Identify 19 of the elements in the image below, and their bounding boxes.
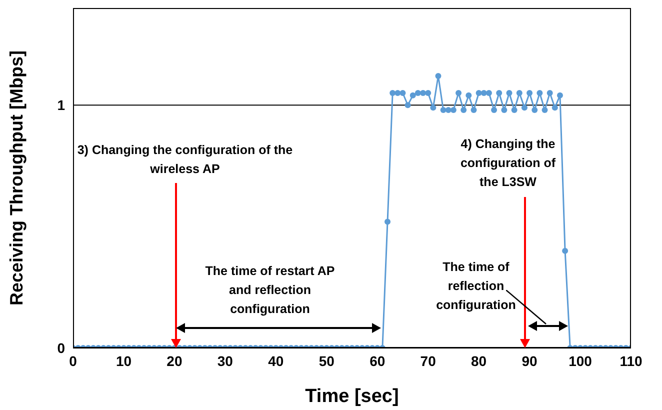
annotation: The time of restart AP and reflection configuration bbox=[204, 263, 336, 318]
x-tick-label: 40 bbox=[268, 352, 284, 369]
annotation: The time of reflection configuration bbox=[435, 259, 517, 314]
x-tick-label: 100 bbox=[568, 352, 592, 369]
annotation: 4) Changing the configuration of the L3SW bbox=[459, 136, 557, 191]
y-tick-label: 1 bbox=[57, 97, 66, 114]
x-tick-label: 110 bbox=[620, 352, 643, 369]
y-axis-title: Receiving Throughput [Mbps] bbox=[6, 50, 26, 306]
x-tick-label: 10 bbox=[116, 352, 132, 369]
x-tick-label: 90 bbox=[522, 352, 538, 369]
x-tick-label: 20 bbox=[166, 352, 182, 369]
x-tick-label: 60 bbox=[370, 352, 386, 369]
x-axis-title: Time [sec] bbox=[305, 386, 399, 407]
x-tick-label: 70 bbox=[420, 352, 436, 369]
annotation: 3) Changing the configuration of the wireless AP bbox=[76, 142, 294, 178]
x-tick-label: 30 bbox=[217, 352, 234, 369]
x-tick-label: 50 bbox=[318, 352, 335, 369]
x-tick-label: 80 bbox=[471, 352, 487, 369]
x-tick-label: 0 bbox=[69, 352, 78, 369]
